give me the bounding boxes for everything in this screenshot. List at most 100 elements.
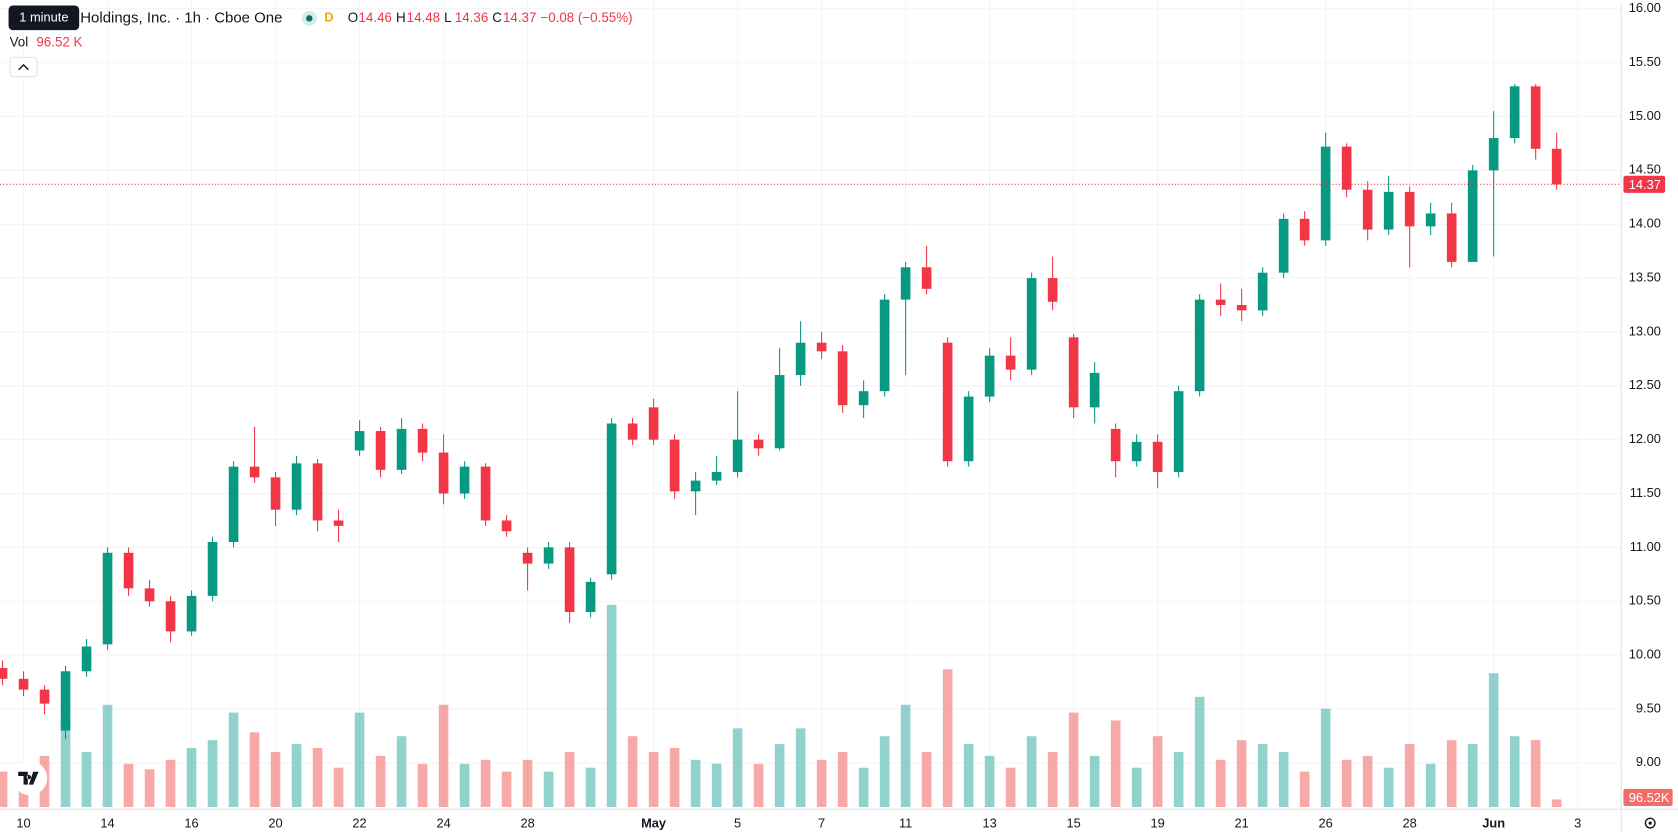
x-tick-label: 16 bbox=[184, 816, 198, 831]
volume-bar bbox=[690, 759, 701, 808]
candle-body bbox=[333, 520, 344, 526]
volume-bar bbox=[417, 763, 428, 808]
candle-body bbox=[144, 588, 155, 602]
candles bbox=[0, 84, 1562, 740]
candle-body bbox=[669, 439, 680, 492]
candle-body bbox=[1005, 355, 1016, 370]
candle-body bbox=[102, 552, 113, 645]
volume-bar bbox=[0, 771, 8, 808]
candle-body bbox=[0, 668, 8, 679]
x-tick-label: 26 bbox=[1319, 816, 1333, 831]
legend-key: H bbox=[396, 10, 406, 25]
volume-title: Vol bbox=[10, 34, 29, 49]
x-tick-label: 10 bbox=[16, 816, 30, 831]
volume-bar bbox=[900, 704, 911, 808]
y-tick-label: 9.00 bbox=[1636, 754, 1661, 769]
y-tick-label: 12.00 bbox=[1629, 431, 1661, 446]
x-tick-label: 14 bbox=[100, 816, 114, 831]
grid bbox=[0, 2, 1622, 808]
candle-body bbox=[522, 552, 533, 564]
settings-icon[interactable] bbox=[1644, 817, 1656, 829]
candle-body bbox=[606, 423, 617, 575]
volume-bar bbox=[1152, 736, 1163, 808]
volume-bar bbox=[1215, 759, 1226, 808]
candle-body bbox=[501, 520, 512, 532]
volume-bar bbox=[648, 751, 659, 808]
legend-key: C bbox=[492, 10, 502, 25]
volume-bar bbox=[270, 751, 281, 808]
candle-body bbox=[312, 463, 323, 521]
volume-header: 96.52 K bbox=[36, 34, 82, 49]
legend-value: 14.46 bbox=[359, 10, 392, 25]
volume-bar bbox=[1446, 740, 1457, 808]
volume-bar bbox=[501, 771, 512, 808]
candle-body bbox=[228, 466, 239, 543]
candle-body bbox=[1425, 213, 1436, 227]
volume-bar bbox=[1026, 736, 1037, 808]
x-tick-label: 24 bbox=[436, 816, 450, 831]
candle-body bbox=[732, 439, 743, 472]
candle-body bbox=[18, 678, 29, 690]
candle-body bbox=[984, 355, 995, 397]
y-tick-label: 11.00 bbox=[1630, 539, 1661, 554]
volume-bar bbox=[543, 771, 554, 808]
y-tick-label: 14.50 bbox=[1629, 162, 1661, 177]
volume-bar bbox=[291, 744, 302, 808]
volume-bar bbox=[753, 763, 764, 808]
legend-key: O bbox=[348, 10, 358, 25]
x-tick-label: 20 bbox=[268, 816, 282, 831]
candle-body bbox=[123, 552, 134, 589]
candle-body bbox=[1509, 86, 1520, 139]
volume-bar bbox=[165, 759, 176, 808]
volume-bar bbox=[207, 740, 218, 808]
x-tick-label: 28 bbox=[520, 816, 534, 831]
volume-bar bbox=[1299, 771, 1310, 808]
y-tick-label: 15.50 bbox=[1629, 54, 1661, 69]
volume-bar bbox=[1194, 696, 1205, 808]
volume-bar bbox=[1068, 712, 1079, 808]
candle-body bbox=[186, 595, 197, 632]
candle-body bbox=[648, 407, 659, 440]
x-tick-label: 13 bbox=[982, 816, 996, 831]
x-tick-label: 3 bbox=[1574, 816, 1581, 831]
candle-body bbox=[963, 396, 974, 462]
candle-body bbox=[1215, 299, 1226, 306]
candle-body bbox=[291, 463, 302, 510]
volume-bar bbox=[60, 720, 71, 808]
candle-body bbox=[1383, 191, 1394, 230]
volume-bar bbox=[1278, 751, 1289, 808]
volume-bar bbox=[879, 736, 890, 808]
volume-tag bbox=[1623, 788, 1673, 806]
candle-body bbox=[480, 466, 491, 521]
volume-bar bbox=[732, 728, 743, 808]
volume-bar bbox=[396, 736, 407, 808]
candle-body bbox=[60, 671, 71, 731]
volume-bar bbox=[81, 751, 92, 808]
candle-body bbox=[1446, 213, 1457, 262]
candle-body bbox=[564, 547, 575, 613]
volume-bar bbox=[816, 759, 827, 808]
volume-bar bbox=[375, 755, 386, 808]
volume-bar bbox=[711, 763, 722, 808]
last-price-label: 14.37 bbox=[1629, 177, 1661, 192]
collapse-button[interactable] bbox=[9, 56, 38, 78]
candle-body bbox=[39, 689, 50, 704]
candle-body bbox=[879, 299, 890, 392]
candle-body bbox=[711, 471, 722, 481]
volume-bar bbox=[564, 751, 575, 808]
candle-body bbox=[1089, 372, 1100, 408]
legend-value: 14.37 bbox=[503, 10, 536, 25]
x-tick-label: 21 bbox=[1235, 816, 1249, 831]
y-tick-label: 13.00 bbox=[1629, 323, 1661, 338]
x-tick-label: 22 bbox=[352, 816, 366, 831]
candle-body bbox=[585, 581, 596, 613]
volume-bar bbox=[1257, 744, 1268, 808]
volume-bar bbox=[522, 759, 533, 808]
collapse-icon bbox=[18, 63, 29, 71]
volume-bar bbox=[984, 755, 995, 808]
volume-bar bbox=[186, 748, 197, 808]
last-price-tag bbox=[1623, 175, 1666, 193]
volume-bar bbox=[1509, 736, 1520, 808]
